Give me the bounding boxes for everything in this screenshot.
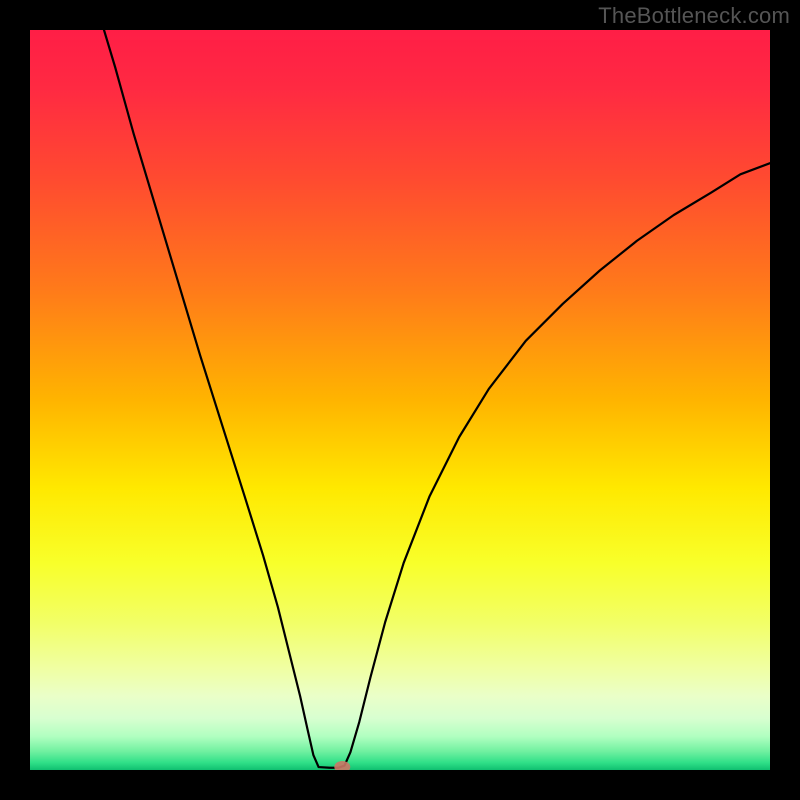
gradient-background: [30, 30, 770, 770]
plot-area: [30, 30, 770, 770]
watermark-text: TheBottleneck.com: [598, 3, 790, 29]
bottleneck-chart: TheBottleneck.com: [0, 0, 800, 800]
